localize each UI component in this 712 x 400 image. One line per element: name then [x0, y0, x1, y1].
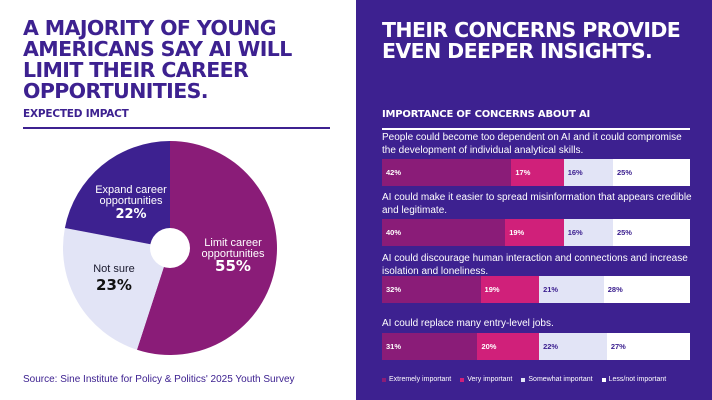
bar-value-label: 27%: [610, 342, 626, 351]
bar-segment-extremely-important: 32%: [382, 276, 481, 303]
bar-value-label: 25%: [616, 228, 632, 237]
source-note: Source: Sine Institute for Policy & Poli…: [23, 374, 295, 385]
legend-swatch: [382, 377, 386, 382]
bar-value-label: 31%: [386, 342, 402, 351]
bar-segment-very-important: 19%: [480, 276, 540, 303]
concern-label: AI could make it easier to spread misinf…: [382, 192, 692, 216]
left-panel: A majority of young Americans say AI wil…: [23, 16, 330, 385]
bar-value-label: 42%: [386, 168, 402, 177]
concern-label: People could become too dependent on AI …: [382, 132, 682, 156]
bar-segment-somewhat-important: 21%: [539, 276, 604, 303]
pie-slice-not-sure: [62, 227, 171, 350]
legend-swatch: [460, 377, 465, 382]
bar-segment-very-important: 20%: [477, 333, 540, 360]
concern-label: AI could replace many entry-level jobs.: [382, 318, 554, 329]
legend-swatch: [521, 377, 526, 382]
stacked-bar-row: 31% 20% 22% 27%: [382, 333, 690, 360]
bar-segment-extremely-important: 42%: [382, 159, 512, 186]
bar-segment-very-important: 19%: [505, 219, 564, 246]
bar-value-label: 25%: [616, 168, 632, 177]
legend-label: Less/not important: [608, 376, 667, 383]
right-headline: Their concerns provide even deeper insig…: [382, 18, 681, 63]
stacked-bar-row: 42% 17% 16% 25%: [382, 159, 690, 186]
pie-slice-value: 55%: [215, 257, 251, 275]
right-panel: Their concerns provide even deeper insig…: [356, 0, 712, 400]
left-headline: A majority of young Americans say AI wil…: [23, 16, 292, 103]
bar-segment-less-not-important: 28%: [603, 276, 690, 303]
legend-item: Extremely important: [382, 376, 451, 383]
pie-slice-label: Limit career opportunities: [202, 237, 265, 260]
bar-segment-somewhat-important: 22%: [539, 333, 607, 360]
bar-value-label: 21%: [543, 285, 559, 294]
pie-slice-limit-career-opportunities: [136, 141, 277, 356]
bar-segment-less-not-important: 27%: [606, 333, 690, 360]
legend-swatch: [601, 377, 606, 382]
stacked-bar-row: 40% 19% 16% 25%: [382, 219, 690, 246]
bar-value-label: 17%: [515, 168, 531, 177]
legend-item: Very important: [460, 376, 512, 383]
legend-label: Extremely important: [389, 376, 452, 383]
pie-center-hole: [150, 228, 190, 268]
legend-item: Less/not important: [601, 376, 667, 383]
pie-slice-label: Expand career opportunities: [95, 184, 167, 207]
bar-segment-very-important: 17%: [511, 159, 564, 186]
bar-value-label: 32%: [386, 285, 402, 294]
bar-value-label: 22%: [543, 342, 559, 351]
pie-slice-label: Not sure: [93, 263, 135, 275]
concern-label: AI could discourage human interaction an…: [382, 253, 688, 277]
divider: [382, 128, 690, 130]
divider: [23, 127, 330, 129]
bar-value-label: 19%: [509, 228, 525, 237]
bar-value-label: 28%: [607, 285, 623, 294]
legend-label: Very important: [467, 376, 513, 383]
bar-chart-subtitle: IMPORTANCE OF CONCERNS ABOUT AI: [382, 109, 591, 120]
bar-segment-less-not-important: 25%: [612, 219, 690, 246]
bar-segment-somewhat-important: 16%: [563, 159, 613, 186]
bar-segment-extremely-important: 40%: [382, 219, 506, 246]
bar-value-label: 20%: [481, 342, 497, 351]
bar-value-label: 40%: [386, 228, 402, 237]
bar-segment-less-not-important: 25%: [612, 159, 690, 186]
pie-slice-value: 22%: [115, 207, 146, 222]
bar-segment-somewhat-important: 16%: [563, 219, 613, 246]
pie-slice-value: 23%: [96, 276, 132, 294]
chart-legend: Extremely important Very important Somewha…: [382, 376, 702, 383]
stacked-bar-row: 32% 19% 21% 28%: [382, 276, 690, 303]
legend-item: Somewhat important: [521, 376, 593, 383]
bar-value-label: 16%: [567, 168, 583, 177]
bar-value-label: 19%: [484, 285, 500, 294]
pie-slice-expand-career-opportunities: [64, 141, 170, 248]
legend-label: Somewhat important: [528, 376, 593, 383]
pie-chart-subtitle: EXPECTED IMPACT: [23, 108, 129, 120]
bar-segment-extremely-important: 31%: [382, 333, 478, 360]
bar-value-label: 16%: [567, 228, 583, 237]
